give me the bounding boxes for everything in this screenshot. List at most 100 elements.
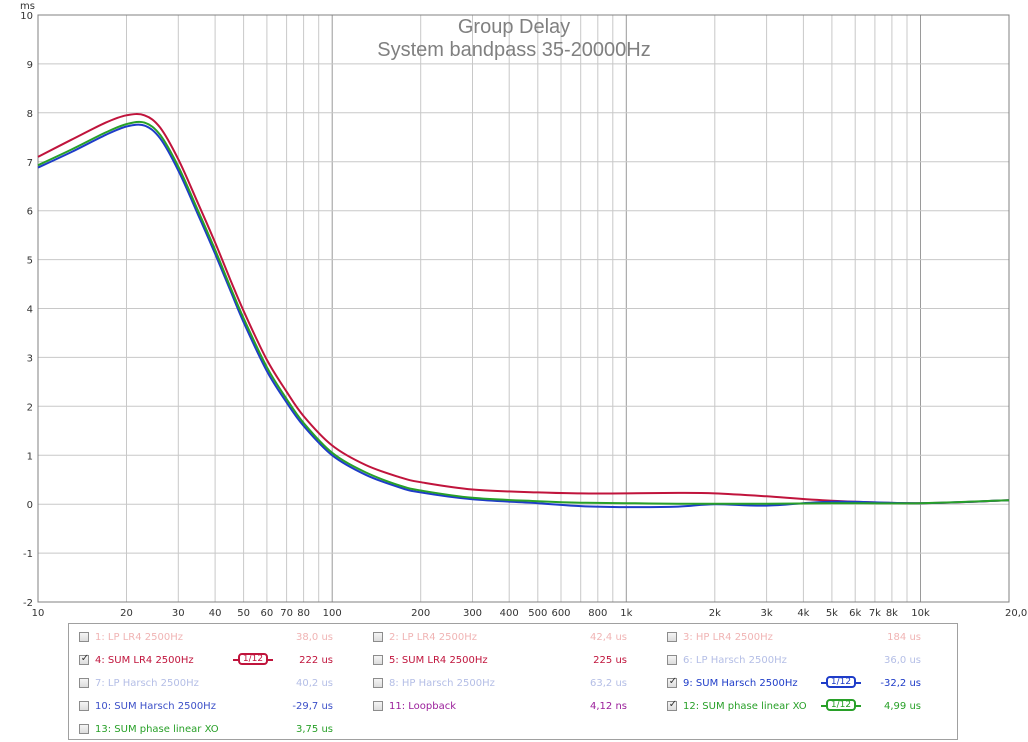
legend-checkbox[interactable]: [79, 678, 89, 688]
y-tick-label: 6: [27, 207, 33, 218]
x-tick-label: 60: [261, 608, 274, 619]
y-tick-label: -1: [23, 549, 33, 560]
series-line: [37, 120, 1010, 505]
y-tick-label: 0: [27, 500, 33, 511]
x-tick-label: 20,0k Hz: [1005, 608, 1028, 619]
legend-checkbox[interactable]: [373, 655, 383, 665]
legend-value: 42,4 us: [590, 632, 627, 643]
smoothing-indicator: 1/12: [821, 676, 861, 688]
legend-checkbox[interactable]: [667, 632, 677, 642]
legend-checkbox[interactable]: [79, 701, 89, 711]
legend-checkbox[interactable]: [79, 632, 89, 642]
legend-item: ✓ 9: SUM Harsch 2500Hz 1/12 -32,2 us: [667, 676, 947, 692]
legend-value: 222 us: [299, 655, 333, 666]
x-tick-label: 3k: [761, 608, 773, 619]
y-axis-unit: ms: [20, 1, 35, 12]
x-tick-label: 10: [32, 608, 45, 619]
x-tick-label: 800: [588, 608, 607, 619]
x-tick-label: 4k: [797, 608, 809, 619]
x-tick-label: 6k: [849, 608, 861, 619]
x-tick-label: 20: [120, 608, 133, 619]
legend-label: 10: SUM Harsch 2500Hz: [95, 701, 216, 712]
x-tick-label: 100: [323, 608, 342, 619]
legend-checkbox[interactable]: [373, 701, 383, 711]
legend-item: ✓ 12: SUM phase linear XO 1/12 4,99 us: [667, 699, 947, 715]
group-delay-chart: -2 -1 0 1 2 3 4 5 6 7 8 9 10 10 20 30 40 50 60 70 80 100 200 3…: [20, 1, 1028, 619]
legend-checkbox[interactable]: ✓: [667, 699, 678, 711]
x-tick-label: 2k: [709, 608, 721, 619]
y-tick-label: 3: [27, 353, 33, 364]
legend-item: 1: LP LR4 2500Hz 38,0 us: [79, 630, 359, 646]
legend-panel: 1: LP LR4 2500Hz 38,0 us 2: LP LR4 2500Hz 4…: [68, 623, 958, 740]
legend-label: 8: HP Harsch 2500Hz: [389, 678, 495, 689]
legend-label: 7: LP Harsch 2500Hz: [95, 678, 199, 689]
legend-item: 10: SUM Harsch 2500Hz -29,7 us: [79, 699, 359, 715]
legend-value: 63,2 us: [590, 678, 627, 689]
legend-label: 4: SUM LR4 2500Hz: [95, 655, 194, 666]
legend-item: 3: HP LR4 2500Hz 184 us: [667, 630, 947, 646]
x-tick-label: 600: [551, 608, 570, 619]
checkmark-icon: ✓: [80, 653, 90, 664]
y-tick-label: 9: [27, 60, 33, 71]
legend-value: -32,2 us: [880, 678, 921, 689]
y-tick-label: 1: [27, 451, 33, 462]
x-tick-label: 300: [463, 608, 482, 619]
legend-value: 40,2 us: [296, 678, 333, 689]
legend-checkbox[interactable]: [373, 632, 383, 642]
legend-item: 6: LP Harsch 2500Hz 36,0 us: [667, 653, 947, 669]
legend-label: 6: LP Harsch 2500Hz: [683, 655, 787, 666]
y-axis-ticks: -2 -1 0 1 2 3 4 5 6 7 8 9 10: [20, 11, 33, 609]
y-tick-label: 10: [20, 11, 33, 22]
x-tick-label: 5k: [826, 608, 838, 619]
legend-item: 5: SUM LR4 2500Hz 225 us: [373, 653, 653, 669]
legend-checkbox[interactable]: [373, 678, 383, 688]
legend-label: 11: Loopback: [389, 701, 457, 712]
legend-label: 3: HP LR4 2500Hz: [683, 632, 773, 643]
series-lines: [37, 113, 1010, 509]
x-tick-label: 10k: [911, 608, 930, 619]
x-tick-label: 80: [297, 608, 310, 619]
y-tick-label: 7: [27, 158, 33, 169]
y-tick-label: 2: [27, 402, 33, 413]
chart-title: Group Delay: [458, 16, 570, 38]
x-tick-label: 40: [209, 608, 222, 619]
legend-checkbox[interactable]: [79, 724, 89, 734]
legend-item: 2: LP LR4 2500Hz 42,4 us: [373, 630, 653, 646]
legend-value: 184 us: [887, 632, 921, 643]
legend-item: 7: LP Harsch 2500Hz 40,2 us: [79, 676, 359, 692]
legend-item: ✓ 4: SUM LR4 2500Hz 1/12 222 us: [79, 653, 359, 669]
y-tick-label: 5: [27, 256, 33, 267]
checkmark-icon: ✓: [668, 699, 678, 710]
legend-item: 8: HP Harsch 2500Hz 63,2 us: [373, 676, 653, 692]
legend-checkbox[interactable]: [667, 655, 677, 665]
legend-value: 3,75 us: [296, 724, 333, 735]
x-tick-label: 1k: [620, 608, 632, 619]
x-tick-label: 50: [237, 608, 250, 619]
x-tick-label: 8k: [886, 608, 898, 619]
legend-item: 11: Loopback 4,12 ns: [373, 699, 653, 715]
legend-label: 9: SUM Harsch 2500Hz: [683, 678, 798, 689]
legend-value: 4,12 ns: [590, 701, 627, 712]
plot-frame: [37, 14, 1010, 603]
y-tick-label: 8: [27, 109, 33, 120]
legend-label: 1: LP LR4 2500Hz: [95, 632, 183, 643]
smoothing-indicator: 1/12: [821, 699, 861, 711]
x-tick-label: 400: [500, 608, 519, 619]
legend-value: 4,99 us: [884, 701, 921, 712]
smoothing-indicator: 1/12: [233, 653, 273, 665]
legend-label: 13: SUM phase linear XO: [95, 724, 219, 735]
x-tick-label: 7k: [869, 608, 881, 619]
legend-value: 38,0 us: [296, 632, 333, 643]
legend-checkbox[interactable]: ✓: [79, 653, 90, 665]
x-tick-label: 30: [172, 608, 185, 619]
x-tick-label: 200: [411, 608, 430, 619]
legend-checkbox[interactable]: ✓: [667, 676, 678, 688]
x-tick-label: 500: [528, 608, 547, 619]
x-tick-label: 70: [280, 608, 293, 619]
x-axis-ticks: 10 20 30 40 50 60 70 80 100 200 300 400 500 600 800 1k 2…: [32, 608, 1028, 619]
chart-subtitle: System bandpass 35-20000Hz: [377, 39, 651, 61]
y-tick-label: 4: [27, 305, 33, 316]
y-tick-label: -2: [23, 598, 33, 609]
legend-label: 5: SUM LR4 2500Hz: [389, 655, 488, 666]
checkmark-icon: ✓: [668, 676, 678, 687]
